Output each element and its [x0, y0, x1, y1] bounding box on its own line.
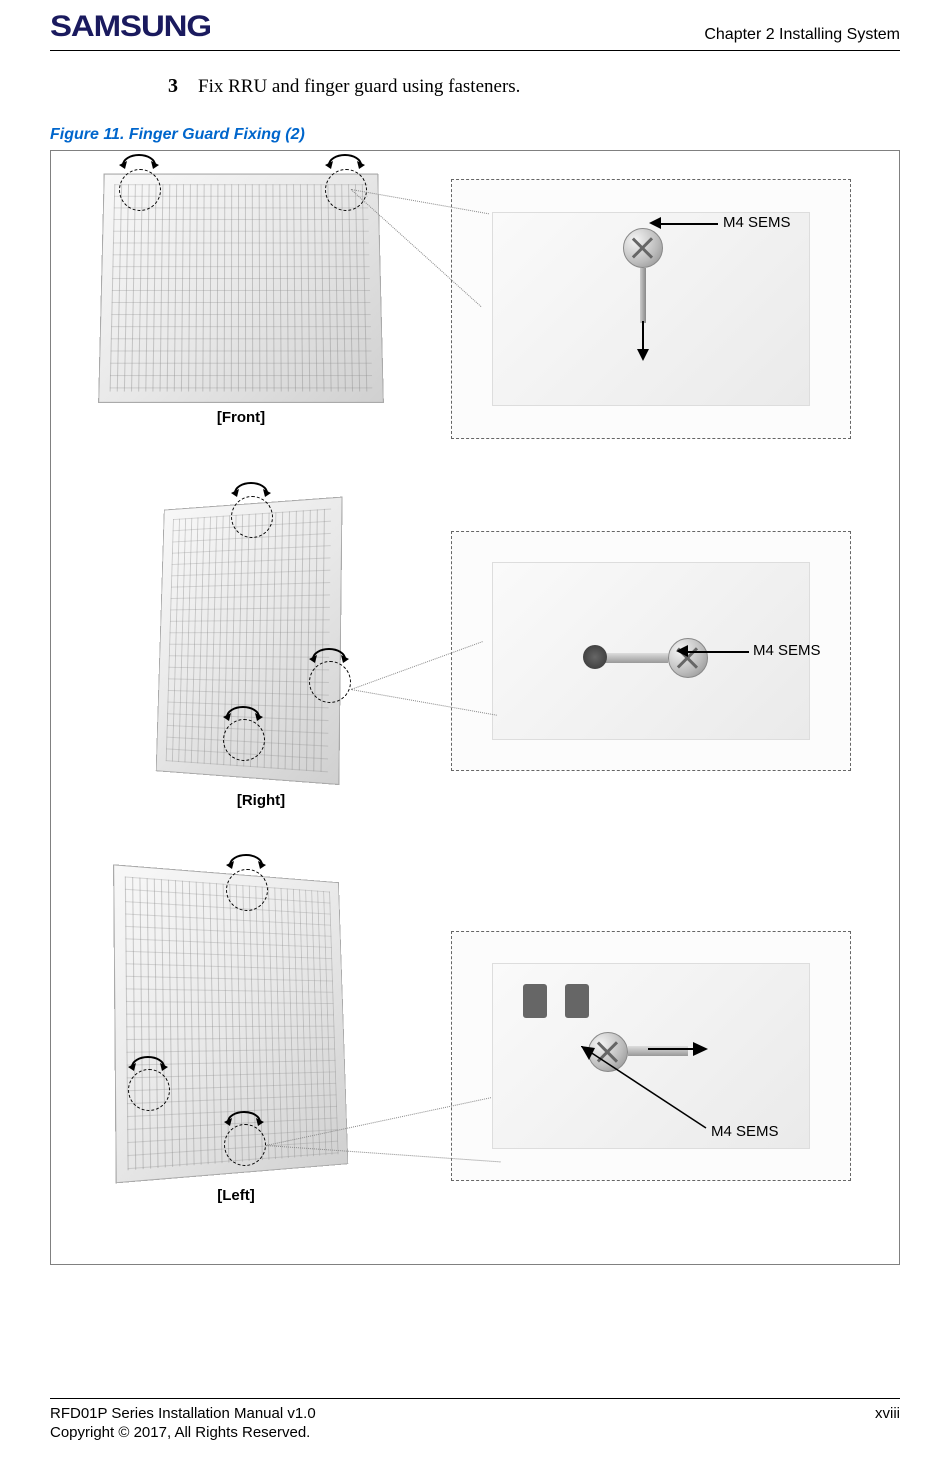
- arrow-head-icon: [649, 217, 661, 229]
- screw-shaft: [640, 268, 646, 323]
- rotation-arrow-icon: [115, 147, 163, 171]
- rotation-arrow-icon: [220, 1104, 268, 1128]
- screw-marker: [224, 1124, 266, 1166]
- screw-shaft: [598, 653, 668, 663]
- screw-marker: [231, 496, 273, 538]
- screw-icon: [668, 638, 708, 678]
- figure-container: [Front] M4 SEMS: [50, 150, 900, 1265]
- screw-marker: [309, 661, 351, 703]
- page-footer: RFD01P Series Installation Manual v1.0 C…: [50, 1398, 900, 1441]
- chapter-title: Chapter 2 Installing System: [704, 26, 900, 44]
- front-view-block: [Front]: [101, 171, 381, 426]
- page-header: SAMSUNG Chapter 2 Installing System: [50, 0, 900, 51]
- screw-marker: [226, 869, 268, 911]
- screw-marker: [119, 169, 161, 211]
- rotation-arrow-icon: [305, 641, 353, 665]
- rotation-arrow-icon: [222, 847, 270, 871]
- arrow-head-icon: [676, 645, 688, 657]
- screw-callout-label: M4 SEMS: [711, 1123, 779, 1140]
- front-label: [Front]: [101, 409, 381, 426]
- screw-marker: [223, 719, 265, 761]
- right-view-block: [Right]: [151, 501, 371, 809]
- rotation-arrow-icon: [227, 475, 275, 499]
- footer-page-number: xviii: [875, 1405, 900, 1441]
- rotation-arrow-icon: [321, 147, 369, 171]
- footer-copyright: Copyright © 2017, All Rights Reserved.: [50, 1424, 316, 1441]
- detail-inner: [492, 212, 810, 406]
- hole-icon: [583, 645, 607, 669]
- screw-callout-label: M4 SEMS: [753, 642, 821, 659]
- rotation-arrow-icon: [219, 699, 267, 723]
- callout-arrow: [684, 651, 749, 653]
- rotation-arrow-icon: [124, 1049, 172, 1073]
- samsung-logo: SAMSUNG: [50, 10, 211, 44]
- right-label: [Right]: [151, 792, 371, 809]
- down-arrow-icon: [633, 321, 653, 361]
- callout-arrow: [656, 223, 718, 225]
- screw-callout-label: M4 SEMS: [723, 214, 791, 231]
- slot-icon: [565, 984, 589, 1018]
- screw-marker: [128, 1069, 170, 1111]
- left-label: [Left]: [106, 1187, 366, 1204]
- callout-arrow-diag: [581, 1046, 711, 1136]
- figure-caption: Figure 11. Finger Guard Fixing (2): [50, 126, 900, 144]
- left-view-block: [Left]: [106, 871, 366, 1204]
- instruction-step: 3 Fix RRU and finger guard using fastene…: [168, 75, 900, 98]
- screw-icon: [623, 228, 663, 268]
- step-text: Fix RRU and finger guard using fasteners…: [198, 76, 520, 98]
- slot-icon: [523, 984, 547, 1018]
- step-number: 3: [168, 75, 178, 98]
- footer-manual: RFD01P Series Installation Manual v1.0: [50, 1405, 316, 1422]
